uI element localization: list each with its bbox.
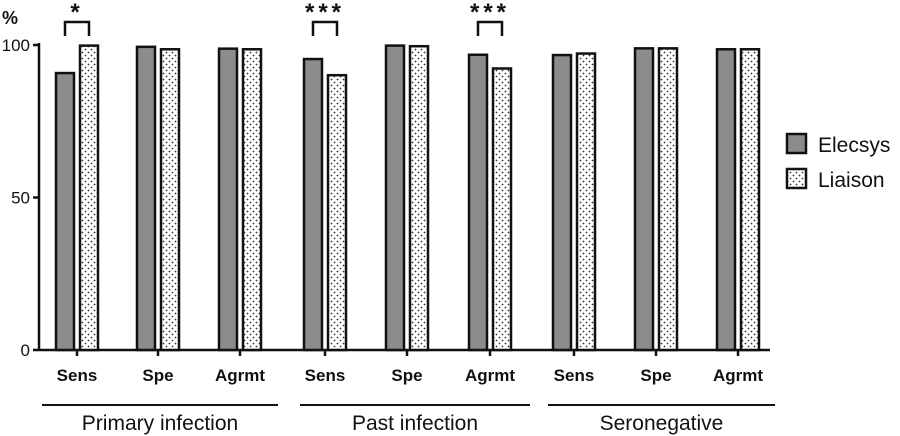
y-tick-label: 50 [11,189,30,208]
bar-liaison [657,47,679,352]
bar-liaison [159,48,181,352]
legend: Elecsys Liaison [785,132,890,192]
y-axis-unit: % [2,8,18,28]
bar-liaison [241,48,263,352]
x-axis-labels: Sens Spe Agrmt Sens Spe Agrmt Sens Spe Agrmt [57,366,764,385]
group-label: Past infection [352,412,478,435]
bar-elecsys [384,44,406,352]
bar-elecsys [467,53,489,352]
group-label: Primary infection [82,412,238,435]
y-tick-label: 100 [2,36,30,55]
x-tick-label: Spe [142,366,173,385]
group-label: Seronegative [600,412,724,435]
bar-liaison [575,52,597,352]
significance-label: *** [470,0,510,26]
x-tick-label: Spe [640,366,671,385]
group-labels: Primary infection Past infection Seronegat… [42,404,775,435]
bar-elecsys [135,45,157,352]
legend-swatch-elecsys [785,132,808,155]
bar-elecsys [551,53,573,352]
legend-swatch-liaison [785,167,808,190]
x-tick-label: Spe [391,366,422,385]
x-tick-label: Sens [554,366,595,385]
bar-liaison [408,44,430,352]
bars [54,44,761,352]
x-tick-label: Sens [305,366,346,385]
significance-bracket [63,20,91,36]
legend-label: Liaison [818,169,885,192]
significance-bracket [476,20,504,36]
bar-elecsys [217,47,239,352]
x-tick-label: Agrmt [713,366,763,385]
bar-elecsys [715,48,737,352]
significance-markers: * *** *** [63,0,510,36]
bar-elecsys [54,71,76,352]
bar-liaison [78,44,100,352]
bar-liaison [739,48,761,352]
bar-liaison [491,67,513,352]
legend-label: Elecsys [818,134,890,157]
x-tick-label: Agrmt [215,366,265,385]
significance-label: *** [305,0,345,26]
bar-elecsys [302,57,324,352]
x-tick-label: Agrmt [465,366,515,385]
significance-bracket [311,20,339,36]
bar-elecsys [633,47,655,352]
y-tick-label: 0 [21,341,30,360]
bar-liaison [326,73,348,352]
significance-label: * [70,0,83,26]
x-tick-label: Sens [57,366,98,385]
